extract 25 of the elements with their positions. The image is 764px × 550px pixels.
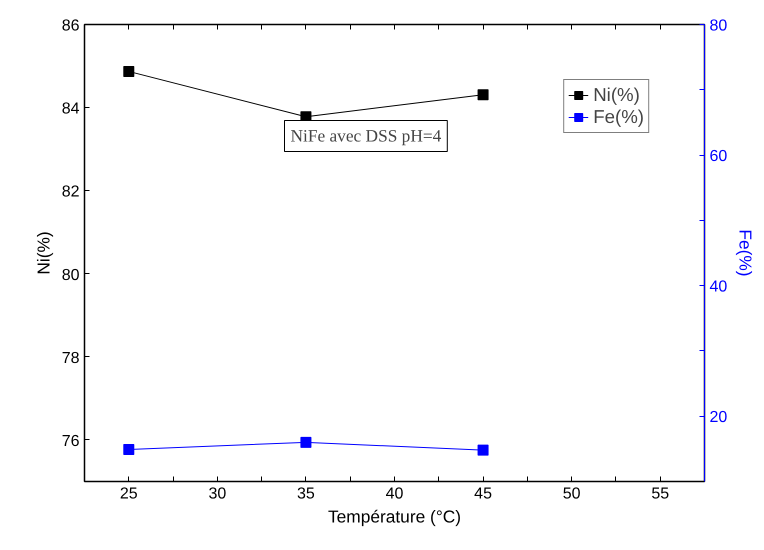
y-tick-label: 84 bbox=[62, 100, 80, 118]
x-tick-label: 40 bbox=[386, 486, 404, 502]
y-tick-label: 76 bbox=[62, 432, 80, 450]
legend-label: Fe(%) bbox=[593, 106, 644, 128]
y-tick-label: 82 bbox=[62, 184, 80, 201]
y-tick-label: 86 bbox=[62, 18, 80, 34]
y2-tick-label: 20 bbox=[710, 409, 728, 426]
x-tick-label: 35 bbox=[297, 486, 315, 502]
point bbox=[123, 66, 134, 77]
y-tick-label: 80 bbox=[62, 266, 80, 284]
y-tick-label: 78 bbox=[62, 350, 80, 367]
y2-tick-label: 60 bbox=[710, 148, 728, 166]
x-tick-label: 25 bbox=[120, 486, 138, 502]
y2-tick-label: 80 bbox=[710, 18, 728, 34]
x-tick-label: 45 bbox=[474, 486, 492, 502]
y-axis-title: Ni(%) bbox=[34, 231, 54, 275]
y2-tick-label: 40 bbox=[710, 278, 728, 296]
x-axis-title: Température (°C) bbox=[328, 506, 462, 526]
annotation: NiFe avec DSS pH=4 bbox=[290, 126, 442, 146]
x-tick-label: 55 bbox=[651, 486, 670, 502]
x-tick-label: 50 bbox=[562, 486, 581, 502]
legend-label: Ni(%) bbox=[593, 84, 640, 106]
point bbox=[478, 89, 489, 100]
x-tick-label: 30 bbox=[208, 486, 226, 502]
y2-axis-title: Fe(%) bbox=[735, 229, 756, 277]
